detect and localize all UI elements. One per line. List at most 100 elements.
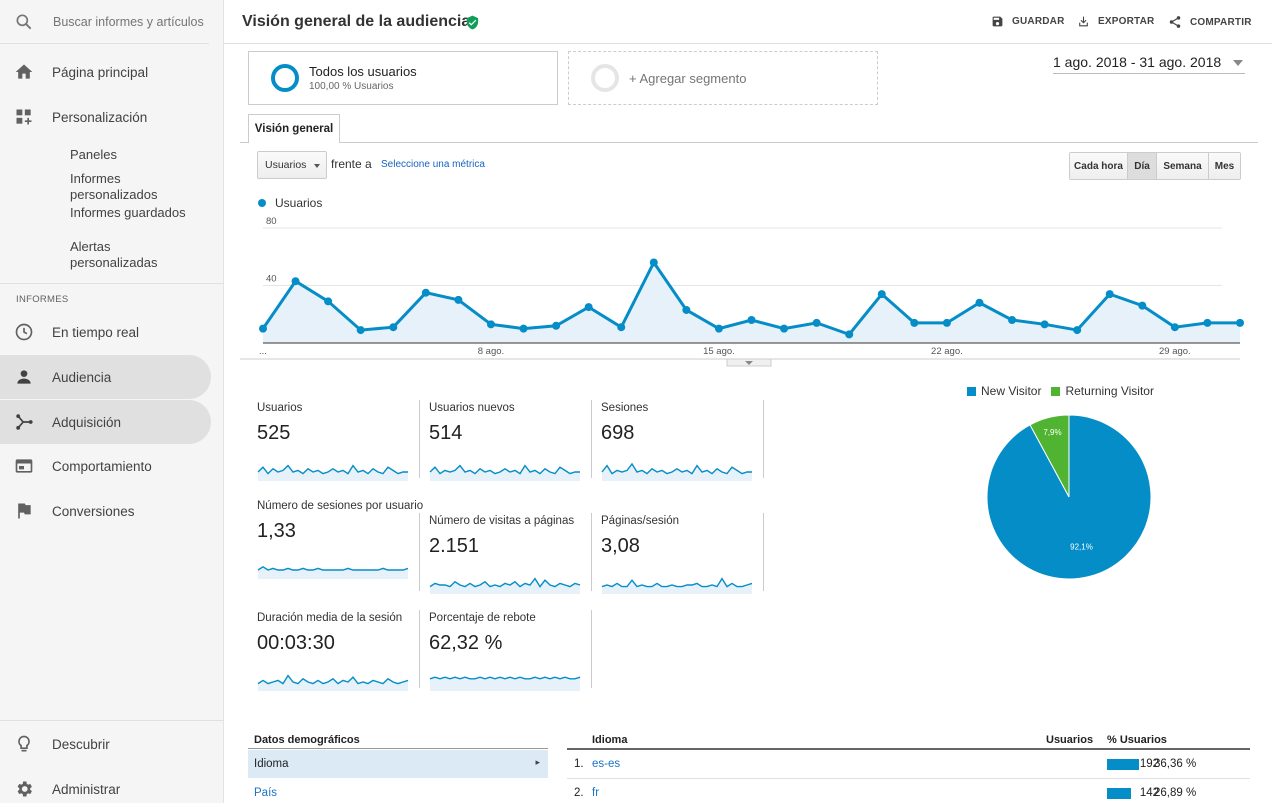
data-point[interactable] <box>552 321 561 330</box>
sidebar-subitem-saved-reports[interactable]: Informes guardados <box>70 205 186 220</box>
data-point[interactable] <box>291 277 300 286</box>
metric-dropdown-value: Usuarios <box>265 159 307 171</box>
sparkline-line <box>257 464 408 475</box>
granularity-week[interactable]: Semana <box>1157 153 1209 179</box>
granularity-hourly[interactable]: Cada hora <box>1070 153 1128 179</box>
pie-legend: New Visitor Returning Visitor <box>967 384 1154 398</box>
data-point[interactable] <box>1170 323 1179 332</box>
data-point[interactable] <box>975 298 984 307</box>
sparkline <box>429 577 581 594</box>
demographics-item-country[interactable]: País <box>254 787 278 799</box>
stat-label: Sesiones <box>601 402 649 414</box>
data-point[interactable] <box>389 323 398 332</box>
data-point[interactable] <box>1236 318 1244 327</box>
data-point[interactable] <box>1105 290 1114 299</box>
data-point[interactable] <box>617 323 626 332</box>
sidebar-item-acquisition[interactable]: Adquisición <box>0 400 211 444</box>
granularity-month[interactable]: Mes <box>1209 153 1240 179</box>
stat-card[interactable]: Duración media de la sesión 00:03:30 <box>257 611 429 691</box>
data-point[interactable] <box>780 324 789 333</box>
percent-bar <box>1107 759 1139 770</box>
sidebar-item-conversions[interactable]: Conversiones <box>0 489 211 533</box>
data-point[interactable] <box>454 295 463 304</box>
data-point[interactable] <box>845 330 854 339</box>
browser-window-icon <box>14 456 34 476</box>
sidebar-item-audience[interactable]: Audiencia <box>0 355 211 399</box>
stat-separator <box>591 610 592 688</box>
data-point[interactable] <box>324 297 333 306</box>
stat-card[interactable]: Sesiones 698 <box>601 401 773 481</box>
stat-value: 525 <box>257 422 291 444</box>
save-label: GUARDAR <box>1012 16 1065 27</box>
data-point[interactable] <box>1203 318 1212 327</box>
segment-ring-empty-icon <box>591 64 619 92</box>
tab-overview[interactable]: Visión general <box>248 114 340 143</box>
search-bar[interactable]: Buscar informes y artículos <box>0 0 209 44</box>
choose-metric-link[interactable]: Seleccione una métrica <box>381 159 485 170</box>
sidebar-subitem-dashboards[interactable]: Paneles <box>70 147 117 162</box>
stat-separator <box>419 400 420 478</box>
data-point[interactable] <box>942 318 951 327</box>
x-tick-label: 22 ago. <box>931 346 963 357</box>
person-icon <box>14 367 34 387</box>
sidebar-item-label: Comportamiento <box>52 458 152 474</box>
sparkline-line <box>601 577 753 588</box>
data-point[interactable] <box>584 303 593 312</box>
stat-card[interactable]: Número de sesiones por usuario 1,33 <box>257 499 429 579</box>
metric-dropdown[interactable]: Usuarios <box>257 151 327 179</box>
row-language-link[interactable]: es-es <box>592 758 621 770</box>
data-point[interactable] <box>1138 301 1147 310</box>
sidebar-item-label: Administrar <box>52 781 121 797</box>
sidebar-item-customization[interactable]: Personalización <box>0 95 211 139</box>
stat-card[interactable]: Número de visitas a páginas 2.151 <box>429 514 601 594</box>
search-input[interactable]: Buscar informes y artículos <box>53 14 204 29</box>
data-point[interactable] <box>812 318 821 327</box>
stat-value: 3,08 <box>601 535 640 557</box>
data-point[interactable] <box>877 290 886 299</box>
data-point[interactable] <box>714 324 723 333</box>
row-language-link[interactable]: fr <box>592 787 600 799</box>
share-button[interactable]: COMPARTIR <box>1168 15 1252 29</box>
sidebar-subitem-custom-reports[interactable]: Informes personalizados <box>70 171 158 202</box>
y-tick-label: 80 <box>266 216 277 227</box>
data-point[interactable] <box>1008 316 1017 324</box>
data-point[interactable] <box>519 324 528 333</box>
x-tick-label: ... <box>259 346 267 357</box>
export-button[interactable]: EXPORTAR <box>1077 15 1154 28</box>
data-point[interactable] <box>259 324 267 333</box>
area-fill <box>263 262 1240 343</box>
save-button[interactable]: GUARDAR <box>991 15 1065 28</box>
sidebar-subitem-custom-alerts[interactable]: Alertas personalizadas <box>70 239 158 270</box>
sidebar-item-behavior[interactable]: Comportamiento <box>0 444 211 488</box>
data-point[interactable] <box>486 320 495 329</box>
stat-card[interactable]: Usuarios nuevos 514 <box>429 401 601 481</box>
sidebar-item-realtime[interactable]: En tiempo real <box>0 310 211 354</box>
date-range-picker[interactable]: 1 ago. 2018 - 31 ago. 2018 <box>1053 54 1245 74</box>
verified-shield-icon <box>466 15 479 30</box>
download-icon <box>1079 16 1088 27</box>
data-point[interactable] <box>1040 320 1049 329</box>
segment-all-users[interactable]: Todos los usuarios 100,00 % Usuarios <box>248 51 558 105</box>
data-point[interactable] <box>649 258 658 267</box>
stat-value: 514 <box>429 422 463 444</box>
granularity-day[interactable]: Día <box>1128 153 1157 179</box>
pie-slice[interactable] <box>986 414 1152 580</box>
data-point[interactable] <box>421 288 430 297</box>
stat-card[interactable]: Porcentaje de rebote 62,32 % <box>429 611 601 691</box>
data-point[interactable] <box>356 326 365 335</box>
stat-card[interactable]: Páginas/sesión 3,08 <box>601 514 773 594</box>
data-point[interactable] <box>910 318 919 327</box>
sidebar-item-home[interactable]: Página principal <box>0 50 211 94</box>
data-point[interactable] <box>682 305 691 314</box>
sidebar-item-label: En tiempo real <box>52 324 140 340</box>
x-tick-label: 29 ago. <box>1159 346 1191 357</box>
demographics-item-language[interactable]: Idioma ▸ <box>248 750 548 778</box>
add-segment-button[interactable]: + Agregar segmento <box>568 51 878 105</box>
sidebar-item-discover[interactable]: Descubrir <box>0 722 211 766</box>
sidebar-item-admin[interactable]: Administrar <box>0 767 211 803</box>
segment-title: Todos los usuarios <box>309 64 417 79</box>
stat-card[interactable]: Usuarios 525 <box>257 401 429 481</box>
data-point[interactable] <box>747 316 756 324</box>
data-point[interactable] <box>1073 326 1082 335</box>
demographics-divider <box>248 748 548 749</box>
